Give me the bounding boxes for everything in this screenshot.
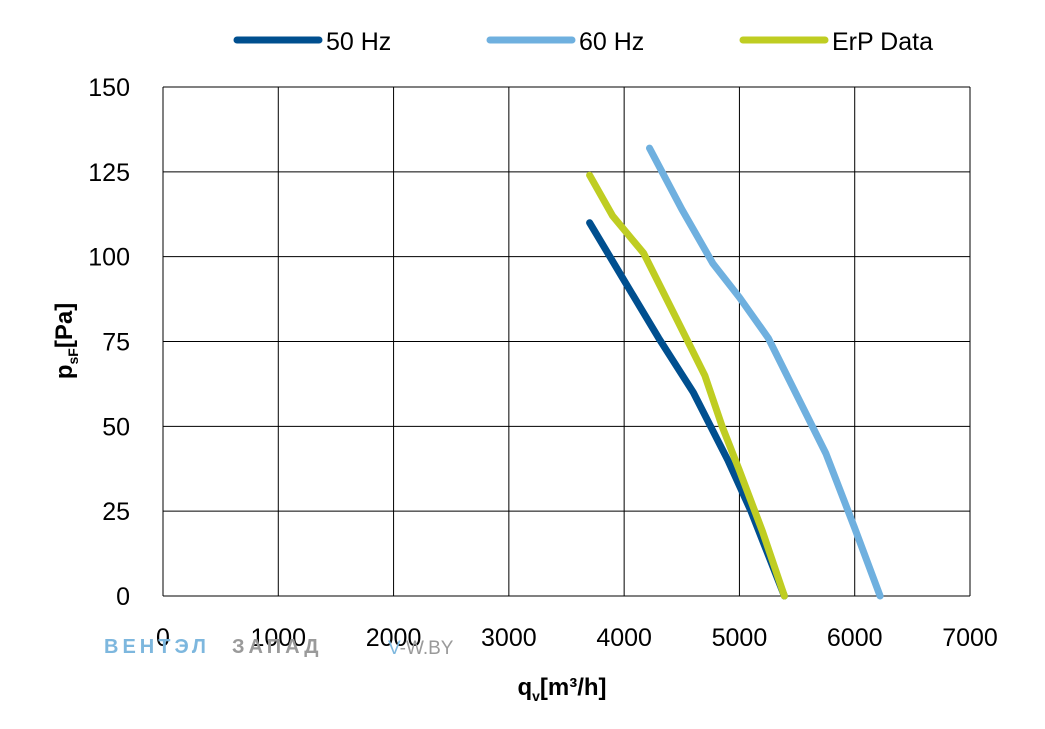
x-tick-label: 1000 [250, 624, 306, 652]
legend-label-1: 60 Hz [579, 28, 644, 56]
grid [162, 86, 971, 597]
x-tick-label: 6000 [827, 624, 883, 652]
y-axis-label: psF[Pa] [51, 303, 81, 379]
x-tick-label: 5000 [712, 624, 768, 652]
x-tick-label: 3000 [481, 624, 537, 652]
y-tick-label: 100 [88, 244, 130, 272]
x-tick-label: 7000 [942, 624, 998, 652]
x-tick-label: 0 [156, 624, 170, 652]
x-tick-label: 4000 [596, 624, 652, 652]
series-line-0 [586, 219, 788, 600]
y-tick-label: 0 [116, 583, 130, 611]
series-line-1 [646, 144, 884, 600]
y-tick-label: 25 [102, 498, 130, 526]
series-layer [586, 144, 884, 600]
y-tick-label: 75 [102, 329, 130, 357]
y-tick-label: 50 [102, 413, 130, 441]
x-tick-label: 2000 [366, 624, 422, 652]
watermark-url: V-W.BY [388, 638, 453, 660]
legend: 50 Hz 60 Hz ErP Data [233, 28, 933, 56]
legend-label-2: ErP Data [832, 28, 933, 56]
watermark-url-rest: -W.BY [399, 638, 454, 659]
tick-labels: 0 1000 2000 3000 4000 5000 6000 7000 0 25 50 75 100 1… [88, 74, 998, 652]
y-tick-label: 150 [88, 74, 130, 102]
watermark-brand-part2: ЗАПАД [232, 636, 323, 658]
series-line-2 [586, 171, 788, 600]
y-tick-label: 125 [88, 159, 130, 187]
watermark-url-prefix: V [388, 638, 400, 659]
x-axis-label: qv[m³/h] [517, 674, 606, 704]
legend-label-0: 50 Hz [326, 28, 391, 56]
watermark-brand-part1: ВЕНТЭЛ [104, 636, 210, 658]
